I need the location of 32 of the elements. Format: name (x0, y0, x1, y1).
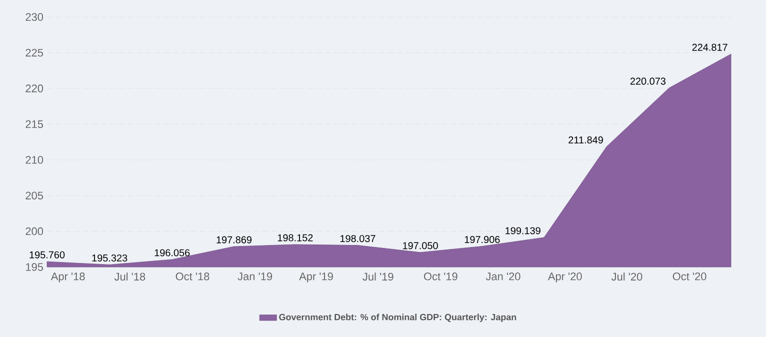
legend-label: Government Debt: % of Nominal GDP: Quarterly: Japan (279, 314, 516, 322)
y-tick-label: 205 (26, 192, 44, 200)
x-tick-label: Oct '20 (672, 272, 706, 280)
data-label: 199.139 (506, 227, 540, 234)
x-tick-label: Apr '18 (50, 272, 85, 282)
x-tick-label: Jan '20 (486, 272, 520, 280)
x-tick-label: Jul '20 (611, 272, 642, 281)
x-tick-label: Jul '19 (362, 272, 394, 281)
data-label: 220.073 (630, 78, 666, 85)
data-label: 224.817 (692, 44, 728, 51)
y-tick-label: 210 (26, 156, 44, 164)
y-tick-label: 200 (26, 227, 44, 236)
data-label: 197.050 (403, 242, 438, 250)
data-label: 197.869 (216, 236, 252, 244)
y-tick-label: 195 (26, 263, 44, 271)
y-tick-label: 230 (26, 13, 44, 21)
data-label: 195.760 (30, 251, 65, 258)
x-tick-label: Jan '19 (238, 272, 272, 280)
y-tick-label: 220 (26, 84, 44, 92)
data-label: 196.056 (154, 249, 190, 256)
data-label: 197.906 (464, 236, 500, 244)
data-label: 198.037 (340, 235, 376, 242)
y-tick-label: 215 (26, 120, 44, 128)
data-label: 211.849 (568, 136, 603, 144)
x-tick-label: Apr '20 (548, 272, 582, 282)
data-label: 195.323 (92, 254, 128, 262)
x-tick-label: Jul '18 (114, 272, 146, 281)
data-label: 198.152 (278, 234, 313, 242)
x-tick-label: Oct '18 (176, 272, 210, 280)
y-tick-label: 225 (26, 48, 44, 57)
x-tick-label: Apr '19 (299, 272, 333, 282)
x-tick-label: Oct '19 (424, 272, 458, 280)
